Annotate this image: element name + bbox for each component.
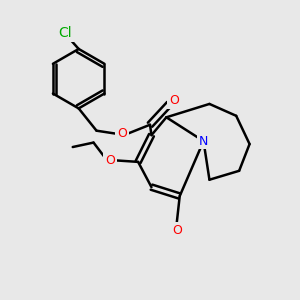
Text: Cl: Cl: [58, 26, 72, 40]
Text: O: O: [117, 127, 127, 140]
Text: O: O: [105, 154, 115, 167]
Text: O: O: [172, 224, 182, 237]
Text: N: N: [199, 135, 208, 148]
Text: O: O: [169, 94, 179, 107]
